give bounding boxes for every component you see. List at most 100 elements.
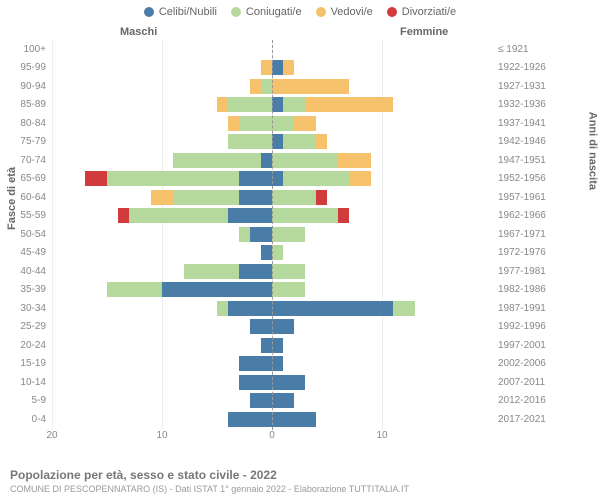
bar-segment <box>217 301 228 316</box>
bar-segment <box>239 190 272 205</box>
bar-segment <box>272 338 283 353</box>
year-label: 2017-2021 <box>492 414 552 425</box>
male-bars <box>52 42 272 57</box>
female-bars <box>272 319 492 334</box>
bar-segment <box>261 245 272 260</box>
age-row: 10-142007-2011 <box>0 373 600 392</box>
male-bars <box>52 97 272 112</box>
chart-rows: 100+≤ 192195-991922-192690-941927-193185… <box>0 40 600 429</box>
age-row: 100+ ≤ 1921 <box>0 40 600 59</box>
male-bars <box>52 134 272 149</box>
male-bars <box>52 301 272 316</box>
bar-group <box>52 42 492 57</box>
bar-group <box>52 208 492 223</box>
female-bars <box>272 282 492 297</box>
age-label: 80-84 <box>0 118 52 129</box>
bar-segment <box>173 190 239 205</box>
bar-segment <box>250 319 272 334</box>
age-label: 50-54 <box>0 229 52 240</box>
bar-segment <box>239 375 272 390</box>
female-bars <box>272 134 492 149</box>
bar-segment <box>173 153 261 168</box>
bar-segment <box>228 116 239 131</box>
bar-segment <box>162 282 272 297</box>
female-label: Femmine <box>400 26 448 38</box>
bar-segment <box>217 97 228 112</box>
female-bars <box>272 375 492 390</box>
bar-segment <box>338 208 349 223</box>
year-label: 1972-1976 <box>492 247 552 258</box>
age-label: 5-9 <box>0 395 52 406</box>
bar-segment <box>272 282 305 297</box>
bar-segment <box>228 208 272 223</box>
year-label: 1977-1981 <box>492 266 552 277</box>
female-bars <box>272 116 492 131</box>
female-bars <box>272 97 492 112</box>
bar-group <box>52 301 492 316</box>
bar-group <box>52 412 492 427</box>
year-label: 1992-1996 <box>492 321 552 332</box>
bar-segment <box>316 190 327 205</box>
age-row: 35-391982-1986 <box>0 281 600 300</box>
bar-group <box>52 97 492 112</box>
legend-label: Vedovi/e <box>331 6 373 18</box>
bar-segment <box>272 153 338 168</box>
bar-segment <box>272 208 338 223</box>
legend-label: Celibi/Nubili <box>159 6 217 18</box>
age-label: 25-29 <box>0 321 52 332</box>
age-row: 20-241997-2001 <box>0 336 600 355</box>
bar-segment <box>228 412 272 427</box>
bar-segment <box>272 190 316 205</box>
bar-segment <box>283 60 294 75</box>
legend-item: Celibi/Nubili <box>144 6 217 18</box>
bar-segment <box>261 79 272 94</box>
age-label: 100+ <box>0 44 52 55</box>
bar-segment <box>261 153 272 168</box>
bar-segment <box>272 375 305 390</box>
bar-segment <box>316 134 327 149</box>
legend-swatch <box>316 7 326 17</box>
male-bars <box>52 116 272 131</box>
bar-segment <box>85 171 107 186</box>
bar-group <box>52 60 492 75</box>
bar-group <box>52 116 492 131</box>
legend-label: Coniugati/e <box>246 6 302 18</box>
male-bars <box>52 60 272 75</box>
year-label: ≤ 1921 <box>492 44 552 55</box>
female-bars <box>272 79 492 94</box>
female-bars <box>272 42 492 57</box>
bar-group <box>52 171 492 186</box>
age-row: 85-891932-1936 <box>0 96 600 115</box>
bar-segment <box>250 227 272 242</box>
bar-group <box>52 79 492 94</box>
bar-segment <box>228 134 272 149</box>
year-label: 1937-1941 <box>492 118 552 129</box>
male-bars <box>52 227 272 242</box>
male-bars <box>52 171 272 186</box>
female-bars <box>272 190 492 205</box>
female-bars <box>272 301 492 316</box>
age-label: 85-89 <box>0 99 52 110</box>
bar-group <box>52 264 492 279</box>
year-label: 2012-2016 <box>492 395 552 406</box>
age-label: 10-14 <box>0 377 52 388</box>
legend-item: Vedovi/e <box>316 6 373 18</box>
male-bars <box>52 190 272 205</box>
female-bars <box>272 338 492 353</box>
bar-group <box>52 134 492 149</box>
bar-segment <box>228 301 272 316</box>
bar-segment <box>151 190 173 205</box>
legend-item: Coniugati/e <box>231 6 302 18</box>
bar-segment <box>305 97 393 112</box>
male-bars <box>52 208 272 223</box>
age-label: 75-79 <box>0 136 52 147</box>
bar-group <box>52 375 492 390</box>
age-row: 0-42017-2021 <box>0 410 600 429</box>
male-bars <box>52 282 272 297</box>
x-tick: 10 <box>376 430 387 441</box>
age-row: 15-192002-2006 <box>0 355 600 374</box>
age-row: 70-741947-1951 <box>0 151 600 170</box>
age-label: 45-49 <box>0 247 52 258</box>
year-label: 1962-1966 <box>492 210 552 221</box>
footer: Popolazione per età, sesso e stato civil… <box>10 468 409 494</box>
